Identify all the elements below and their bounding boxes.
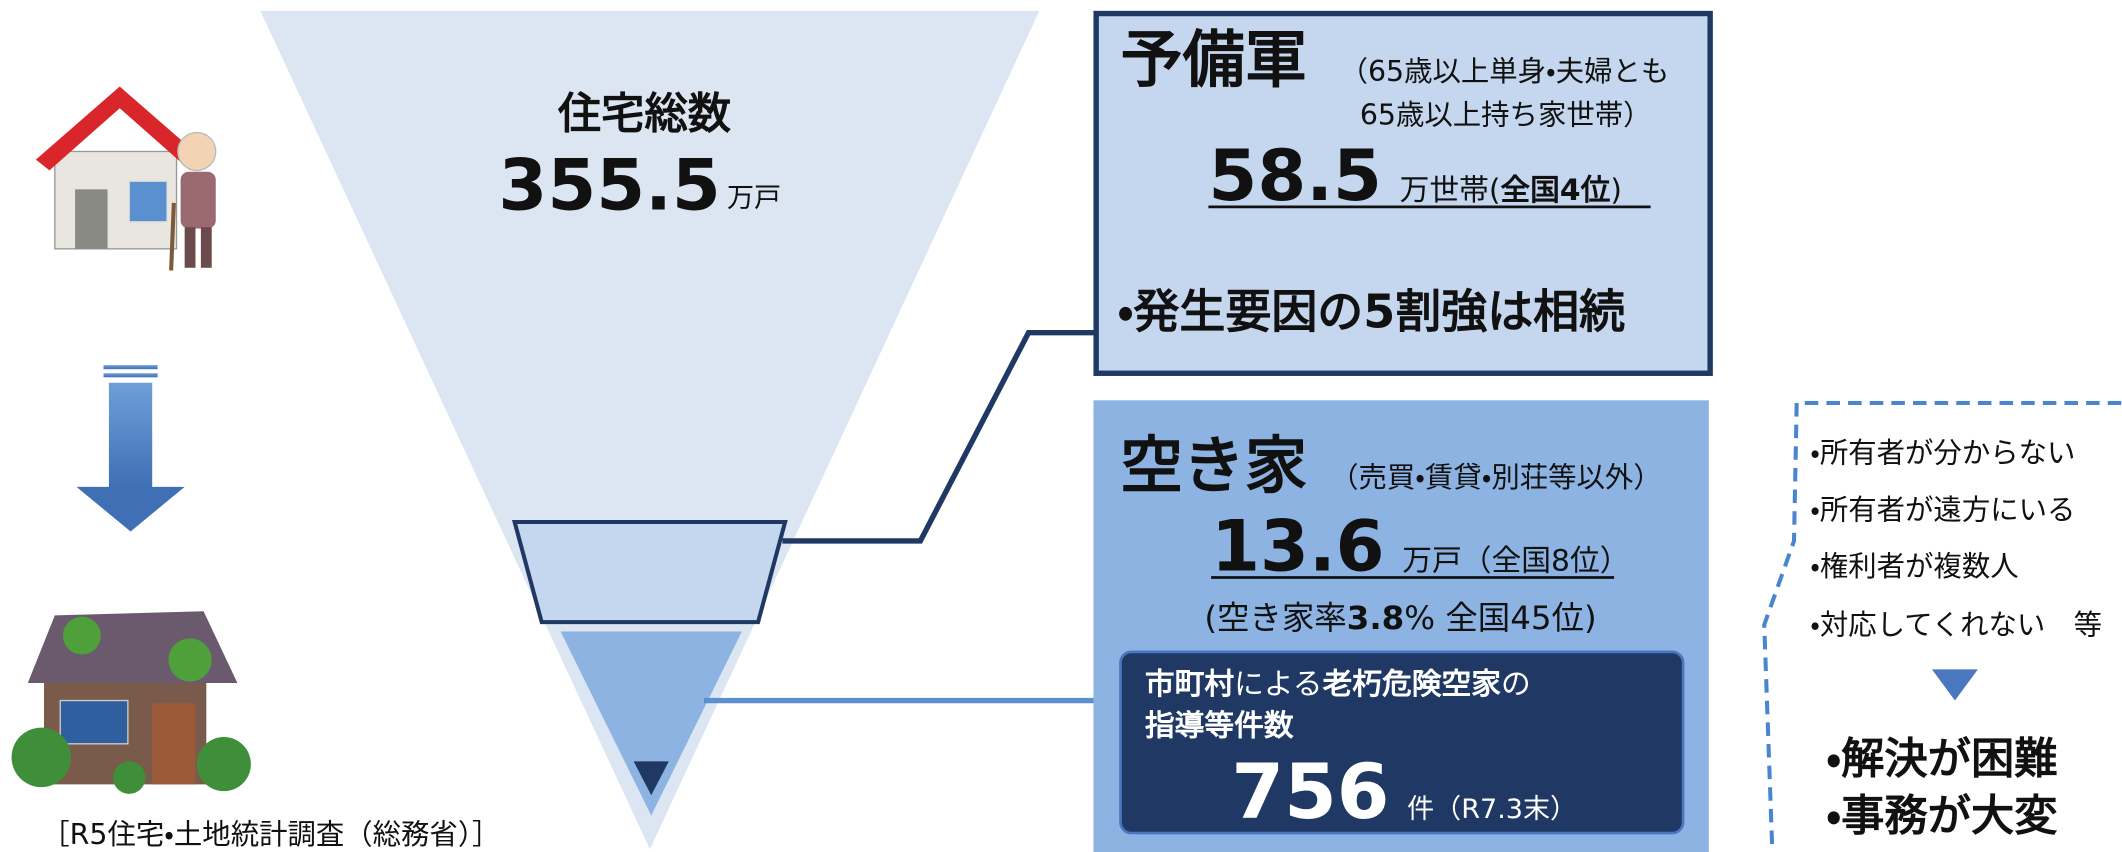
reserve-bullet: ・発生要因の5割強は相続 — [1118, 284, 1625, 338]
guidance-part: 老朽危険空家 — [1322, 667, 1501, 702]
funnel-value: 355.5 — [498, 145, 720, 227]
reserve-value: 58.5 — [1208, 135, 1381, 217]
elder-cane — [169, 202, 176, 271]
issues-bracket — [1762, 400, 2122, 852]
bush — [196, 737, 251, 792]
reserve-note: 65歳以上持ち家世帯） — [1360, 98, 1652, 131]
reserve-unit: 万世帯( — [1400, 173, 1501, 208]
reserve-title: 予備軍 — [1121, 23, 1308, 96]
bush — [112, 761, 146, 794]
funnel-triangle — [260, 10, 1040, 850]
vacant-title: 空き家 — [1121, 429, 1308, 502]
issue-conclusion: ・解決が困難 — [1826, 735, 2057, 785]
guidance-value: 756 — [1231, 748, 1389, 836]
issue-item: ・所有者が分からない — [1810, 437, 2075, 470]
guidance-unit: 件（R7.3末） — [1407, 794, 1577, 825]
arrow-line — [103, 365, 158, 370]
vacant-rate-prefix: (空き家率 — [1204, 599, 1346, 637]
reserve-box — [1093, 10, 1713, 376]
issue-item: ・対応してくれない 等 — [1810, 608, 2102, 641]
arrow-shaft — [108, 382, 153, 489]
reserve-connector — [782, 329, 1097, 544]
guidance-part: 市町村 — [1145, 667, 1235, 702]
funnel-title: 住宅総数 — [557, 89, 732, 139]
arrow-head — [76, 486, 185, 532]
guidance-band — [633, 761, 669, 796]
vacant-rate-unit: % — [1404, 599, 1435, 637]
vacant-unit: 万戸（全国8位） — [1402, 544, 1629, 579]
arrow-line — [103, 373, 158, 378]
elder-leg — [184, 227, 196, 268]
vacant-rate-suffix: 全国45位) — [1435, 599, 1597, 637]
source: ［R5住宅・土地統計調査（総務省）］ — [41, 818, 500, 851]
vacant-band — [560, 631, 742, 816]
vacant-rate-value: 3.8 — [1347, 599, 1404, 637]
bush — [168, 638, 212, 682]
house-door — [75, 189, 108, 249]
issue-item: ・権利者が複数人 — [1810, 550, 2018, 583]
elder-head — [177, 131, 217, 172]
reserve-note: （65歳以上単身・夫婦とも — [1340, 55, 1670, 88]
guidance-box — [1119, 650, 1685, 835]
house-window — [128, 180, 168, 223]
guidance-part: の — [1501, 667, 1531, 702]
reserve-rank-close: ) — [1610, 173, 1622, 208]
vacant-note: （売買・賃貸・別荘等以外） — [1330, 461, 1662, 494]
guidance-line2: 指導等件数 — [1145, 709, 1294, 744]
abandoned-house-icon — [11, 611, 251, 794]
issue-conclusion: ・事務が大変 — [1826, 791, 2057, 841]
reserve-band — [511, 519, 788, 625]
elder-leg — [200, 227, 212, 268]
guidance-value-line: 756 件（R7.3末） — [1231, 748, 1577, 836]
vacant-value-line: 13.6 万戸（全国8位） — [1211, 506, 1629, 588]
vacant-rate-line: (空き家率3.8% 全国45位) — [1204, 599, 1596, 637]
elder-body — [180, 171, 216, 229]
guidance-line1: 市町村による老朽危険空家の — [1145, 667, 1531, 702]
ruin-window — [59, 699, 129, 745]
guidance-part: による — [1234, 667, 1322, 702]
ruin-door — [152, 703, 196, 785]
issue-item: ・所有者が遠方にいる — [1810, 493, 2075, 526]
funnel-unit: 万戸 — [727, 183, 781, 214]
down-arrow — [76, 365, 185, 532]
bush — [62, 616, 101, 655]
reserve-rank: 全国4位 — [1500, 173, 1610, 208]
issues-arrow — [1931, 669, 1978, 701]
reserve-value-line: 58.5 万世帯(全国4位) — [1208, 135, 1622, 217]
bush — [11, 727, 72, 788]
vacant-value: 13.6 — [1211, 506, 1384, 588]
house-icon — [35, 86, 217, 271]
